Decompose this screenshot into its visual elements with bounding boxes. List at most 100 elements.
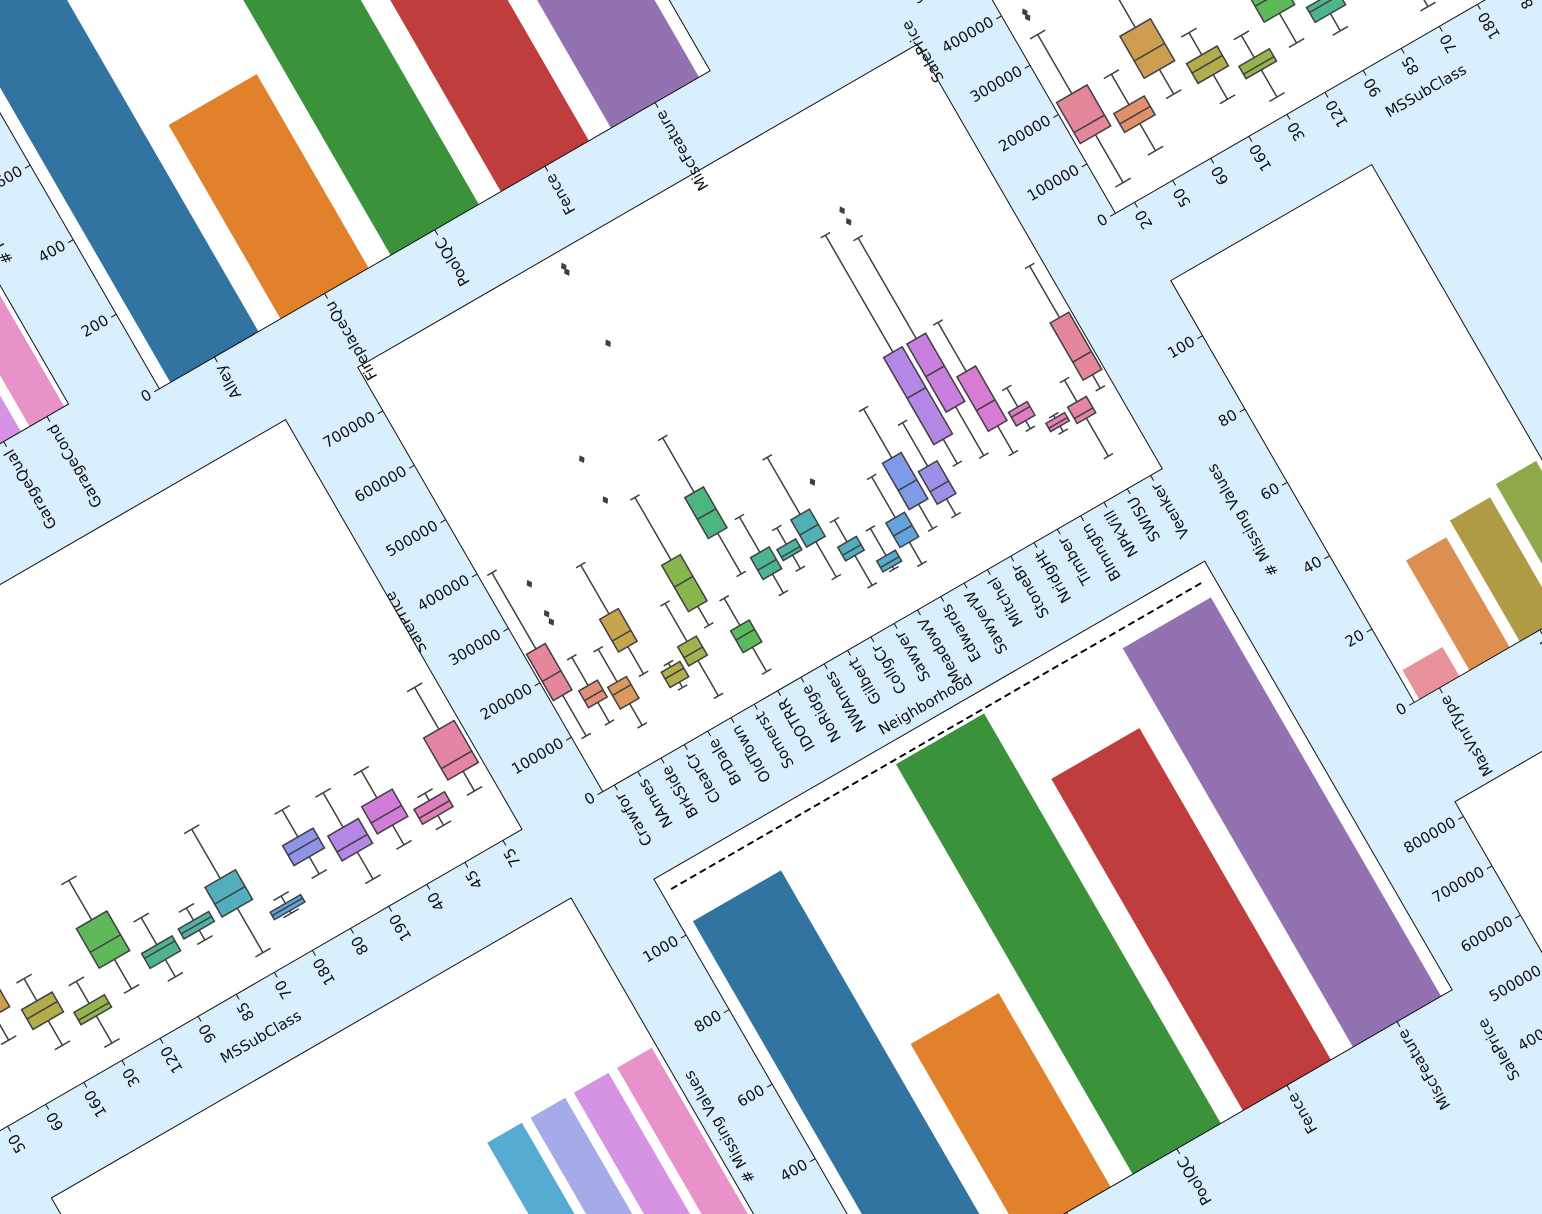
box <box>1240 0 1296 23</box>
box <box>884 511 920 549</box>
x-tick <box>683 744 688 751</box>
whisker-high <box>634 497 672 561</box>
whisker-cap-low <box>1147 145 1164 156</box>
x-tick <box>1248 135 1253 142</box>
y-tick <box>680 934 687 939</box>
whisker-high <box>662 437 695 493</box>
median <box>214 885 246 905</box>
plot-frame <box>878 0 1542 214</box>
y-tick <box>1515 914 1521 919</box>
whisker-cap-high <box>858 405 869 413</box>
box <box>660 553 709 613</box>
median <box>696 508 717 521</box>
whisker-cap-low <box>1332 25 1349 36</box>
x-tick <box>544 165 549 172</box>
whisker-high <box>1098 0 1136 28</box>
x-tick <box>1210 157 1215 164</box>
y-tick <box>1458 815 1464 820</box>
median <box>1010 405 1031 418</box>
outlier <box>809 478 816 486</box>
whisker-cap-low <box>283 907 300 918</box>
whisker-high <box>857 237 917 340</box>
x-tick-label: 180 <box>309 954 339 988</box>
whisker-low <box>561 694 587 737</box>
whisker-low <box>697 660 720 697</box>
box <box>577 679 609 709</box>
y-axis-label: SalePrice <box>1474 1015 1524 1083</box>
box <box>676 635 709 667</box>
x-tick-label: 45 <box>462 866 487 892</box>
whisker-high <box>862 408 893 459</box>
bar <box>1122 596 1442 1047</box>
y-tick <box>1239 408 1246 412</box>
whisker-cap-low <box>778 589 789 597</box>
whisker-cap-high <box>575 561 586 569</box>
x-tick <box>1362 69 1367 76</box>
whisker-cap-high <box>1233 29 1250 40</box>
x-tick <box>917 609 921 616</box>
box <box>660 660 690 689</box>
whisker-high <box>738 516 761 553</box>
whisker-high <box>824 234 894 353</box>
whisker-cap-high <box>820 231 831 239</box>
whisker-low <box>437 814 445 826</box>
box <box>955 365 1008 433</box>
whisker-cap-high <box>1001 384 1012 392</box>
x-tick <box>613 784 618 791</box>
box <box>881 451 929 511</box>
x-tick <box>159 1037 164 1044</box>
x-tick <box>464 861 469 868</box>
whisker-high <box>360 769 378 798</box>
x-tick <box>7 1125 12 1132</box>
x-tick-label: Alley <box>211 361 245 402</box>
whisker-cap-high <box>1029 28 1046 40</box>
bar <box>1495 460 1542 612</box>
y-tick-label: 400000 <box>414 571 473 615</box>
median <box>89 933 121 953</box>
x-tick-label: 60 <box>1207 162 1232 188</box>
outlier <box>526 579 533 588</box>
x-tick-label: 80 <box>347 932 372 958</box>
y-tick <box>408 464 415 469</box>
median <box>799 523 819 536</box>
median <box>418 799 451 819</box>
bar <box>617 1047 1015 1214</box>
whisker-low <box>597 702 611 723</box>
whisker-cap-low <box>254 947 271 958</box>
x-tick <box>707 730 712 737</box>
x-tick <box>1172 179 1177 186</box>
x-tick-label: BsmtQual <box>1537 634 1542 706</box>
median <box>1072 350 1092 363</box>
median <box>735 628 755 641</box>
whisker-cap-high <box>1180 27 1197 38</box>
y-tick <box>440 519 446 524</box>
whisker-high <box>1063 379 1078 403</box>
y-tick-label: 400 <box>35 236 69 266</box>
x-tick-label: 50 <box>1169 184 1194 210</box>
y-tick <box>1324 554 1330 559</box>
median <box>1243 55 1275 75</box>
median <box>1309 0 1341 13</box>
box <box>1112 94 1157 133</box>
y-tick <box>1053 113 1059 118</box>
whisker-cap-high <box>183 823 200 834</box>
whisker-cap-high <box>1024 262 1035 270</box>
x-tick <box>350 927 354 934</box>
whisker-high <box>280 895 287 904</box>
y-axis-label: SalePrice <box>898 17 948 85</box>
y-tick <box>809 1157 816 1162</box>
whisker-high <box>1240 34 1255 58</box>
y-tick <box>1197 334 1203 339</box>
whisker-low <box>47 1019 64 1046</box>
x-tick-label: Fence <box>1284 1089 1322 1136</box>
x-tick <box>1056 528 1061 535</box>
x-tick-label: 20 <box>1131 206 1156 232</box>
x-tick-label: 30 <box>1284 118 1309 144</box>
outlier <box>548 617 555 626</box>
median <box>78 1001 110 1021</box>
x-tick <box>660 757 665 764</box>
whisker-cap-high <box>629 494 640 501</box>
median <box>1073 407 1094 420</box>
outlier <box>564 268 570 276</box>
